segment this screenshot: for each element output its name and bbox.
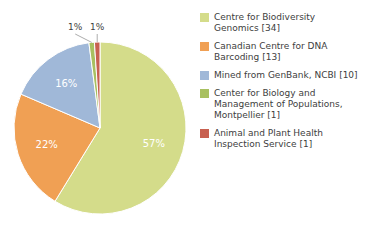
- data-label: 1%: [90, 22, 105, 32]
- data-labels: 57% 22% 16% 1% 1%: [36, 22, 165, 150]
- legend-label: Center for Biology andManagement of Popu…: [214, 88, 343, 120]
- data-label: 22%: [36, 139, 58, 150]
- pie-slice: [21, 43, 100, 128]
- data-label: 16%: [55, 78, 77, 89]
- legend-swatch: [200, 71, 209, 80]
- legend: Centre for BiodiversityGenomics [34] Cana…: [200, 12, 358, 149]
- data-label: 57%: [143, 138, 165, 149]
- legend-swatch: [200, 129, 209, 138]
- leader-line: [97, 34, 98, 42]
- legend-swatch: [200, 13, 209, 22]
- pie-slice: [89, 42, 100, 128]
- data-label: 1%: [68, 22, 83, 32]
- background: [0, 0, 380, 240]
- chart: 57% 22% 16% 1% 1% Centre for BiodiversityGeno…: [0, 0, 380, 240]
- pie: [14, 42, 186, 214]
- leader-line: [75, 34, 91, 42]
- legend-label: Mined from GenBank, NCBI [10]: [214, 70, 358, 80]
- legend-swatch: [200, 42, 209, 51]
- legend-label: Animal and Plant HealthInspection Servic…: [214, 128, 323, 149]
- legend-swatch: [200, 89, 209, 98]
- pie-slice: [94, 42, 100, 128]
- legend-label: Canadian Centre for DNABarcoding [13]: [214, 41, 328, 62]
- legend-label: Centre for BiodiversityGenomics [34]: [214, 12, 316, 33]
